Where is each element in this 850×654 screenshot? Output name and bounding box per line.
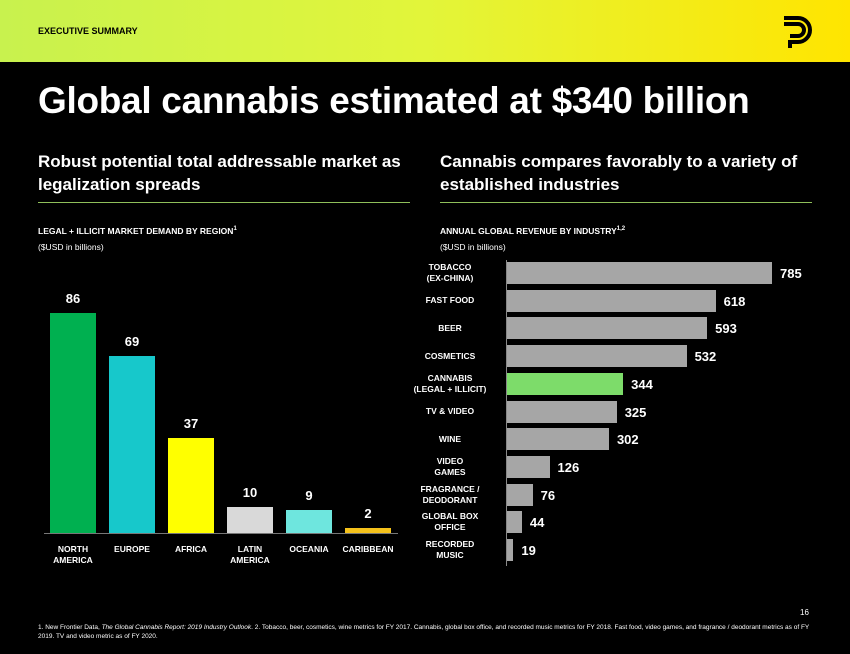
footnote-ref: 1,2 (616, 226, 626, 233)
footnote-ref: 1 (233, 226, 237, 233)
bar (507, 400, 617, 423)
bar (286, 509, 332, 533)
value-label: 19 (521, 543, 536, 558)
bar (227, 507, 273, 533)
chart-subtitle: Cannabis compares favorably to a variety… (440, 152, 798, 194)
bar (168, 438, 214, 533)
value-label: 86 (65, 291, 81, 306)
category-label: NORTH AMERICA (53, 544, 93, 565)
bar (507, 317, 708, 340)
bar (507, 539, 514, 561)
header-band (0, 0, 850, 62)
bar (507, 345, 687, 368)
chart-title: ANNUAL GLOBAL REVENUE BY INDUSTRY1,2 (440, 226, 625, 236)
chart-title-text: LEGAL + ILLICIT MARKET DEMAND BY REGION (38, 226, 234, 236)
category-label: VIDEO GAMES (434, 455, 466, 477)
value-label: 126 (557, 459, 580, 475)
bar (507, 483, 533, 506)
value-label: 69 (124, 334, 140, 350)
divider (440, 202, 812, 203)
value-label: 44 (529, 515, 545, 531)
chart-title-text: ANNUAL GLOBAL REVENUE BY INDUSTRY (440, 226, 617, 236)
value-label: 10 (242, 485, 258, 501)
bar (109, 356, 155, 533)
bar (507, 262, 772, 284)
category-label: WINE (438, 433, 462, 444)
footnote-text: . 2. Tobacco, beer, cosmetics, wine metr… (38, 624, 810, 640)
axis-line (506, 260, 507, 566)
value-label: 302 (616, 432, 639, 448)
value-label: 785 (780, 266, 802, 281)
value-label: 593 (715, 321, 737, 337)
bar (507, 428, 609, 451)
unit-label: ($USD in billions) (38, 242, 104, 252)
value-label: 9 (305, 487, 313, 503)
category-label: LATIN AMERICA (230, 544, 270, 565)
page-number: 16 (800, 608, 809, 617)
category-label: FRAGRANCE / DEODORANT (420, 483, 480, 505)
category-label: AFRICA (174, 544, 208, 554)
footnote: 1. New Frontier Data, The Global Cannabi… (38, 623, 818, 641)
chart-title: LEGAL + ILLICIT MARKET DEMAND BY REGION1 (38, 226, 237, 236)
bar (507, 511, 522, 534)
footnote-text: 1. New Frontier Data, (38, 624, 102, 631)
category-label: RECORDED MUSIC (425, 539, 475, 560)
value-label: 325 (624, 404, 647, 420)
section-label: EXECUTIVE SUMMARY (38, 26, 138, 36)
category-label: TV & VIDEO (425, 406, 475, 416)
category-label: EUROPE (114, 544, 150, 554)
bar (507, 455, 550, 478)
baseline (44, 533, 398, 534)
bar (507, 372, 624, 395)
bar (345, 527, 391, 533)
value-label: 37 (183, 416, 199, 432)
chart-subtitle: Robust potential total addressable marke… (38, 152, 401, 194)
category-label: CARIBBEAN (342, 544, 394, 554)
category-label: GLOBAL BOX OFFICE (421, 511, 479, 533)
slide-title: Global cannabis estimated at $340 billio… (38, 80, 750, 121)
value-label: 344 (631, 376, 653, 392)
category-label: CANNABIS (LEGAL + ILLICIT) (413, 372, 487, 394)
bar (507, 289, 716, 312)
logo (784, 16, 812, 48)
value-label: 2 (364, 505, 372, 521)
divider (38, 202, 410, 203)
category-label: OCEANIA (289, 544, 329, 554)
value-label: 76 (540, 487, 556, 503)
footnote-italic: The Global Cannabis Report: 2019 Industr… (101, 624, 252, 631)
bar (50, 313, 96, 533)
category-label: TOBACCO (EX-CHINA) (426, 262, 474, 283)
unit-label: ($USD in billions) (440, 242, 506, 252)
category-label: BEER (438, 322, 462, 333)
category-label: COSMETICS (424, 350, 476, 361)
value-label: 618 (723, 293, 746, 309)
value-label: 532 (694, 349, 717, 365)
category-label: FAST FOOD (425, 295, 475, 306)
